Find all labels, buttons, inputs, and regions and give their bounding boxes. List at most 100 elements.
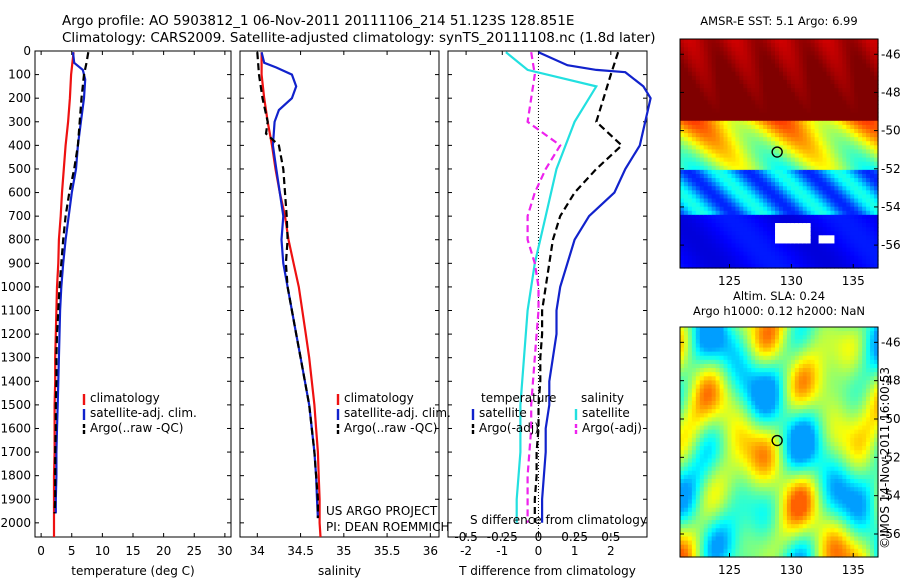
map-cell [731, 470, 737, 476]
map-cell [775, 400, 780, 406]
map-cell [755, 75, 760, 81]
map-cell [739, 104, 744, 110]
map-cell [719, 343, 725, 349]
map-cell [719, 413, 725, 418]
map-cell [743, 327, 748, 332]
salinity-legend-label: satellite-adj. clim. [344, 406, 451, 420]
map-cell [866, 43, 871, 48]
map-cell [743, 210, 748, 216]
map-cell [818, 247, 824, 253]
map-cell [680, 190, 685, 195]
map-cell [759, 75, 764, 81]
map-cell [870, 178, 875, 183]
map-cell [782, 470, 788, 476]
map-cell [680, 478, 685, 484]
map-cell [739, 487, 744, 492]
x-tick-label: 0 [37, 544, 45, 558]
map-cell [680, 528, 685, 533]
map-cell [680, 59, 685, 65]
map-cell [719, 483, 725, 488]
map-cell [711, 437, 717, 443]
map-cell [683, 355, 689, 361]
map-cell [759, 413, 764, 418]
map-cell [727, 520, 733, 525]
map-cell [751, 487, 756, 492]
map-cell [727, 43, 733, 48]
map-cell [759, 149, 764, 155]
map-cell [695, 351, 701, 357]
map-cell [707, 503, 713, 509]
map-cell [739, 384, 744, 390]
map-cell [842, 243, 847, 249]
map-cell [699, 327, 705, 332]
map-cell [858, 190, 863, 195]
map-cell [814, 396, 820, 402]
map-cell [715, 343, 721, 349]
map-cell [719, 100, 725, 106]
map-cell [723, 59, 729, 65]
map-cell [806, 437, 812, 443]
map-cell [751, 108, 756, 114]
map-cell [723, 243, 729, 249]
map-cell [727, 157, 733, 163]
map-cell [739, 202, 744, 208]
map-cell [735, 511, 740, 517]
map-cell [687, 149, 693, 155]
map-cell [798, 437, 804, 443]
map-cell [782, 120, 788, 126]
map-cell [751, 169, 756, 175]
map-cell [695, 421, 701, 427]
map-cell [771, 194, 776, 200]
map-cell [751, 483, 756, 488]
map-cell [767, 351, 772, 357]
map-cell [703, 194, 709, 200]
map-cell [680, 396, 685, 402]
map-cell [759, 540, 764, 546]
map-cell [842, 141, 847, 146]
map-cell [715, 503, 721, 509]
map-cell [759, 251, 764, 257]
map-cell [747, 446, 752, 451]
map-cell [707, 351, 713, 357]
map-cell [763, 368, 768, 373]
map-cell [814, 388, 820, 394]
y-tick-label: 800 [8, 233, 31, 247]
map-cell [767, 433, 772, 439]
map-cell [775, 384, 780, 390]
map-cell [802, 507, 808, 513]
map-cell [810, 376, 816, 381]
map-cell [731, 153, 737, 159]
map-cell [802, 71, 808, 77]
map-cell [711, 483, 717, 488]
map-cell [842, 128, 847, 134]
y-tick-label: 1400 [0, 374, 31, 388]
map-cell [806, 169, 812, 175]
map-cell [751, 182, 756, 187]
map-cell [731, 182, 737, 187]
map-cell [874, 206, 879, 212]
map-cell [727, 491, 733, 496]
map-cell [755, 532, 760, 538]
map-cell [755, 79, 760, 85]
map-cell [691, 259, 697, 265]
map-cell [782, 384, 788, 390]
map-cell [794, 202, 800, 208]
map-cell [727, 67, 733, 73]
map-cell [794, 255, 800, 261]
map-cell [798, 218, 804, 224]
map-cell [759, 141, 764, 146]
map-cell [731, 520, 737, 525]
map-cell [763, 83, 768, 89]
map-cell [854, 96, 859, 101]
map-cell [695, 206, 701, 212]
map-cell [731, 141, 737, 146]
map-cell [802, 487, 808, 492]
map-cell [786, 259, 792, 265]
map-cell [691, 331, 697, 336]
map-cell [739, 483, 744, 488]
y-tick-label: 1200 [0, 327, 31, 341]
map-cell [846, 190, 851, 195]
map-cell [735, 128, 740, 134]
map-cell [771, 327, 776, 332]
map-cell [810, 331, 816, 336]
